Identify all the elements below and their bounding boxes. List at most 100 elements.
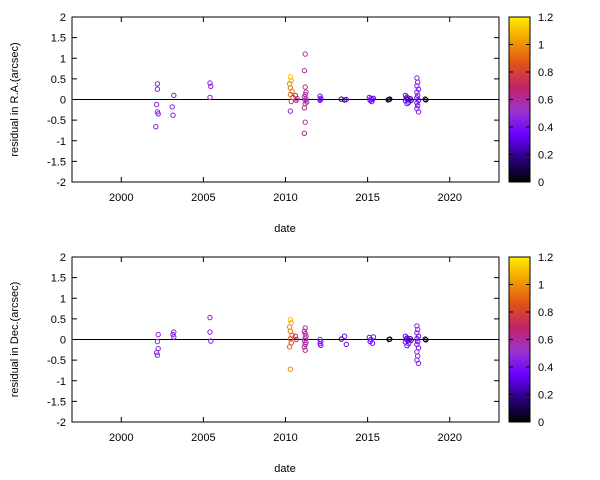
- dec-data-point: [286, 324, 293, 330]
- ra-data-point: [153, 101, 160, 108]
- ra-data-point: [301, 67, 308, 74]
- ra-data-point: [288, 78, 294, 84]
- dec-data-point: [302, 325, 308, 331]
- ra-data-point: [318, 96, 324, 103]
- dec-colorbar-tick-label: 1.2: [538, 252, 553, 264]
- dec-data-point: [301, 328, 308, 334]
- dec-data-point: [408, 337, 414, 343]
- ra-data-point: [423, 97, 429, 103]
- ra-data-point: [414, 89, 420, 95]
- dec-data-point: [154, 352, 161, 358]
- dec-y-tick-label: 2: [60, 252, 66, 264]
- ra-colorbar-ticks: 1.2 1 0.8 0.6 0.4 0.2 0: [509, 12, 553, 189]
- dec-data-point: [404, 343, 410, 349]
- ra-data-point: [415, 92, 421, 99]
- ra-data-point: [385, 97, 391, 103]
- ra-data-point: [317, 97, 323, 104]
- ra-colorbar-tick-label: 1: [538, 40, 544, 52]
- ra-data-point: [154, 86, 161, 92]
- dec-y-tick-label: 0.5: [51, 314, 66, 326]
- dec-data-point: [422, 336, 428, 342]
- ra-data-point: [303, 89, 309, 95]
- ra-data-point: [171, 92, 177, 99]
- dec-data-point: [318, 342, 324, 348]
- ra-points: [153, 51, 429, 137]
- dec-colorbar-tick-label: 0.6: [538, 335, 553, 347]
- dec-data-point: [301, 344, 308, 350]
- dec-data-point: [415, 338, 421, 345]
- dec-data-point: [207, 329, 213, 335]
- dec-colorbar-tick-label: 0.8: [538, 307, 553, 319]
- dec-data-point: [415, 326, 421, 333]
- ra-data-point: [422, 96, 428, 102]
- ra-data-point: [402, 92, 409, 99]
- ra-y-tick-label: -1.5: [47, 156, 66, 168]
- ra-data-point: [287, 108, 294, 114]
- dec-data-point: [343, 341, 349, 348]
- dec-data-point: [154, 338, 161, 345]
- dec-data-point: [155, 331, 161, 338]
- ra-residual-panel: 21.510.50-0.5-1-1.5-2 2000 2005 2010 2015 20…: [9, 12, 553, 235]
- dec-y-tick-label: 1.5: [51, 273, 66, 285]
- dec-data-point: [414, 336, 420, 342]
- ra-y-tick-label: -0.5: [47, 115, 66, 127]
- ra-data-point: [343, 96, 349, 103]
- dec-x-axis: 2000 2005 2010 2015 2020: [109, 257, 462, 444]
- dec-colorbar-tick-label: 1: [538, 280, 544, 292]
- dec-data-point: [207, 314, 213, 321]
- ra-data-point: [415, 109, 422, 115]
- dec-data-point: [208, 338, 214, 344]
- ra-data-point: [207, 94, 213, 101]
- ra-data-point: [154, 81, 161, 87]
- ra-data-point: [170, 112, 176, 118]
- ra-data-point: [415, 79, 421, 85]
- ra-data-point: [415, 86, 422, 92]
- ra-data-point: [208, 83, 214, 90]
- dec-x-tick-label: 2015: [355, 432, 379, 444]
- dec-data-point: [293, 336, 299, 343]
- dec-data-point: [292, 333, 299, 339]
- ra-y-tick-label: 0.5: [51, 74, 66, 86]
- dec-data-point: [170, 331, 176, 338]
- dec-points: [153, 314, 429, 372]
- dec-colorbar-tick-label: 0.2: [538, 390, 553, 402]
- dec-x-tick-label: 2000: [109, 432, 133, 444]
- dec-x-tick-label: 2005: [191, 432, 215, 444]
- ra-colorbar-tick-label: 0.8: [538, 67, 553, 79]
- ra-data-point: [338, 96, 344, 102]
- dec-y-axis-label: residual in Dec.(arcsec): [9, 282, 21, 398]
- dec-data-point: [414, 323, 420, 329]
- dec-data-point: [341, 333, 348, 339]
- dec-x-axis-label: date: [274, 463, 295, 475]
- dec-y-tick-label: 0: [60, 335, 66, 347]
- ra-x-tick-label: 2010: [273, 192, 297, 204]
- dec-y-tick-label: -2: [56, 417, 66, 429]
- dec-data-point: [287, 317, 294, 323]
- dec-colorbar-tick-label: 0: [538, 417, 544, 429]
- ra-data-point: [288, 98, 294, 105]
- ra-y-tick-label: 1: [60, 53, 66, 65]
- ra-data-point: [207, 80, 213, 86]
- ra-y-tick-label: -1: [56, 136, 66, 148]
- dec-x-tick-label: 2010: [273, 432, 297, 444]
- dec-data-point: [153, 350, 160, 356]
- ra-x-tick-label: 2020: [437, 192, 461, 204]
- ra-data-point: [153, 124, 159, 130]
- dec-data-point: [369, 340, 376, 346]
- ra-data-point: [404, 100, 410, 107]
- dec-data-point: [302, 347, 308, 353]
- dec-y-tick-label: -1.5: [47, 396, 66, 408]
- ra-data-point: [414, 75, 420, 81]
- ra-colorbar-tick-label: 0.6: [538, 95, 553, 107]
- ra-data-point: [304, 99, 310, 105]
- dec-y-tick-label: -1: [56, 376, 66, 388]
- ra-data-point: [169, 104, 175, 110]
- ra-data-point: [408, 97, 414, 104]
- dec-data-point: [171, 329, 177, 335]
- ra-data-point: [414, 100, 420, 106]
- ra-data-point: [302, 51, 308, 57]
- ra-y-tick-label: 2: [60, 12, 66, 24]
- dec-data-point: [415, 360, 422, 367]
- ra-x-tick-label: 2015: [355, 192, 379, 204]
